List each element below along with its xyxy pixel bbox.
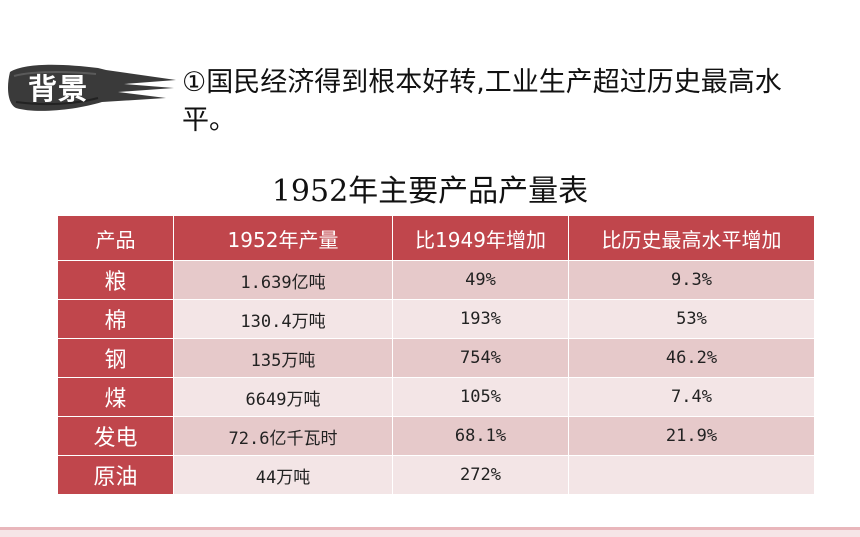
product-cell: 棉 [57,299,174,339]
output-cell: 72.6亿千瓦时 [173,416,393,456]
header-output-1952: 1952年产量 [173,215,393,261]
product-cell: 煤 [57,377,174,417]
footer-divider [0,527,860,530]
footer-band [0,530,860,537]
header-increase-vs-peak: 比历史最高水平增加 [568,215,815,261]
output-cell: 6649万吨 [173,377,393,417]
header-product: 产品 [57,215,174,261]
output-cell: 44万吨 [173,455,393,495]
product-cell: 钢 [57,338,174,378]
vs1949-cell: 193% [392,299,569,339]
product-cell: 原油 [57,455,174,495]
header-increase-vs-1949: 比1949年增加 [392,215,569,261]
badge-label: 背景 [28,72,89,106]
output-cell: 130.4万吨 [173,299,393,339]
production-table: 产品 1952年产量 比1949年增加 比历史最高水平增加 粮 1.639亿吨 … [57,215,815,495]
output-cell: 1.639亿吨 [173,260,393,300]
table-row: 粮 1.639亿吨 49% 9.3% [57,260,815,300]
vs1949-cell: 754% [392,338,569,378]
table-row: 发电 72.6亿千瓦时 68.1% 21.9% [57,416,815,456]
table-row: 棉 130.4万吨 193% 53% [57,299,815,339]
table-row: 煤 6649万吨 105% 7.4% [57,377,815,417]
brush-stroke-icon [8,64,176,111]
table-title: 1952年主要产品产量表 [271,174,589,209]
table-header-row: 产品 1952年产量 比1949年增加 比历史最高水平增加 [57,215,815,261]
bullet-point-text: ①国民经济得到根本好转,工业生产超过历史最高水平。 [182,67,782,136]
vs1949-cell: 49% [392,260,569,300]
vs1949-cell: 272% [392,455,569,495]
vs1949-cell: 105% [392,377,569,417]
output-cell: 135万吨 [173,338,393,378]
vspeak-cell [568,455,815,495]
vspeak-cell: 46.2% [568,338,815,378]
table-row: 原油 44万吨 272% [57,455,815,495]
background-badge: 背景 [6,58,178,116]
product-cell: 粮 [57,260,174,300]
vspeak-cell: 53% [568,299,815,339]
vspeak-cell: 9.3% [568,260,815,300]
vs1949-cell: 68.1% [392,416,569,456]
vspeak-cell: 7.4% [568,377,815,417]
vspeak-cell: 21.9% [568,416,815,456]
table-row: 钢 135万吨 754% 46.2% [57,338,815,378]
product-cell: 发电 [57,416,174,456]
